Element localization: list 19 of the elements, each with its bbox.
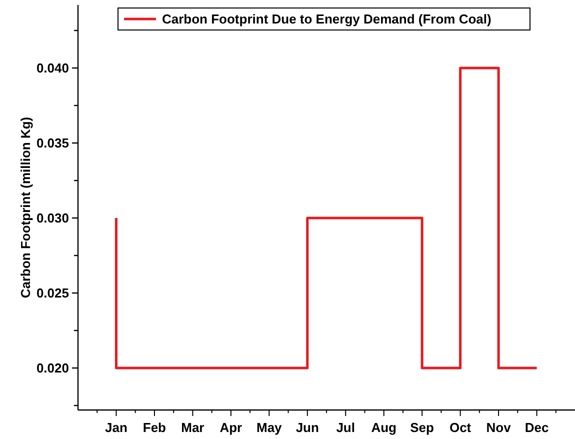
x-tick-label: Jul <box>336 420 356 435</box>
y-tick-label: 0.035 <box>36 136 69 151</box>
x-tick-label: Apr <box>220 420 242 435</box>
x-tick-label: Oct <box>449 420 472 435</box>
y-tick-label: 0.025 <box>36 286 69 301</box>
x-tick-label: Dec <box>524 420 549 435</box>
legend-label: Carbon Footprint Due to Energy Demand (From Coal) <box>162 12 492 27</box>
y-axis-title: Carbon Footprint (million Kg) <box>18 116 33 298</box>
x-tick-label: May <box>256 420 283 435</box>
x-tick-label: Jun <box>296 420 319 435</box>
y-tick-label: 0.030 <box>36 210 69 226</box>
x-tick-label: Sep <box>410 420 434 435</box>
x-tick-label: Aug <box>371 420 397 435</box>
x-tick-label: Jan <box>105 420 128 435</box>
x-tick-label: Feb <box>142 420 166 435</box>
y-tick-label: 0.020 <box>36 360 69 376</box>
x-tick-label: Mar <box>181 420 204 435</box>
x-tick-label: Nov <box>486 420 512 435</box>
y-tick-label: 0.040 <box>36 60 69 76</box>
